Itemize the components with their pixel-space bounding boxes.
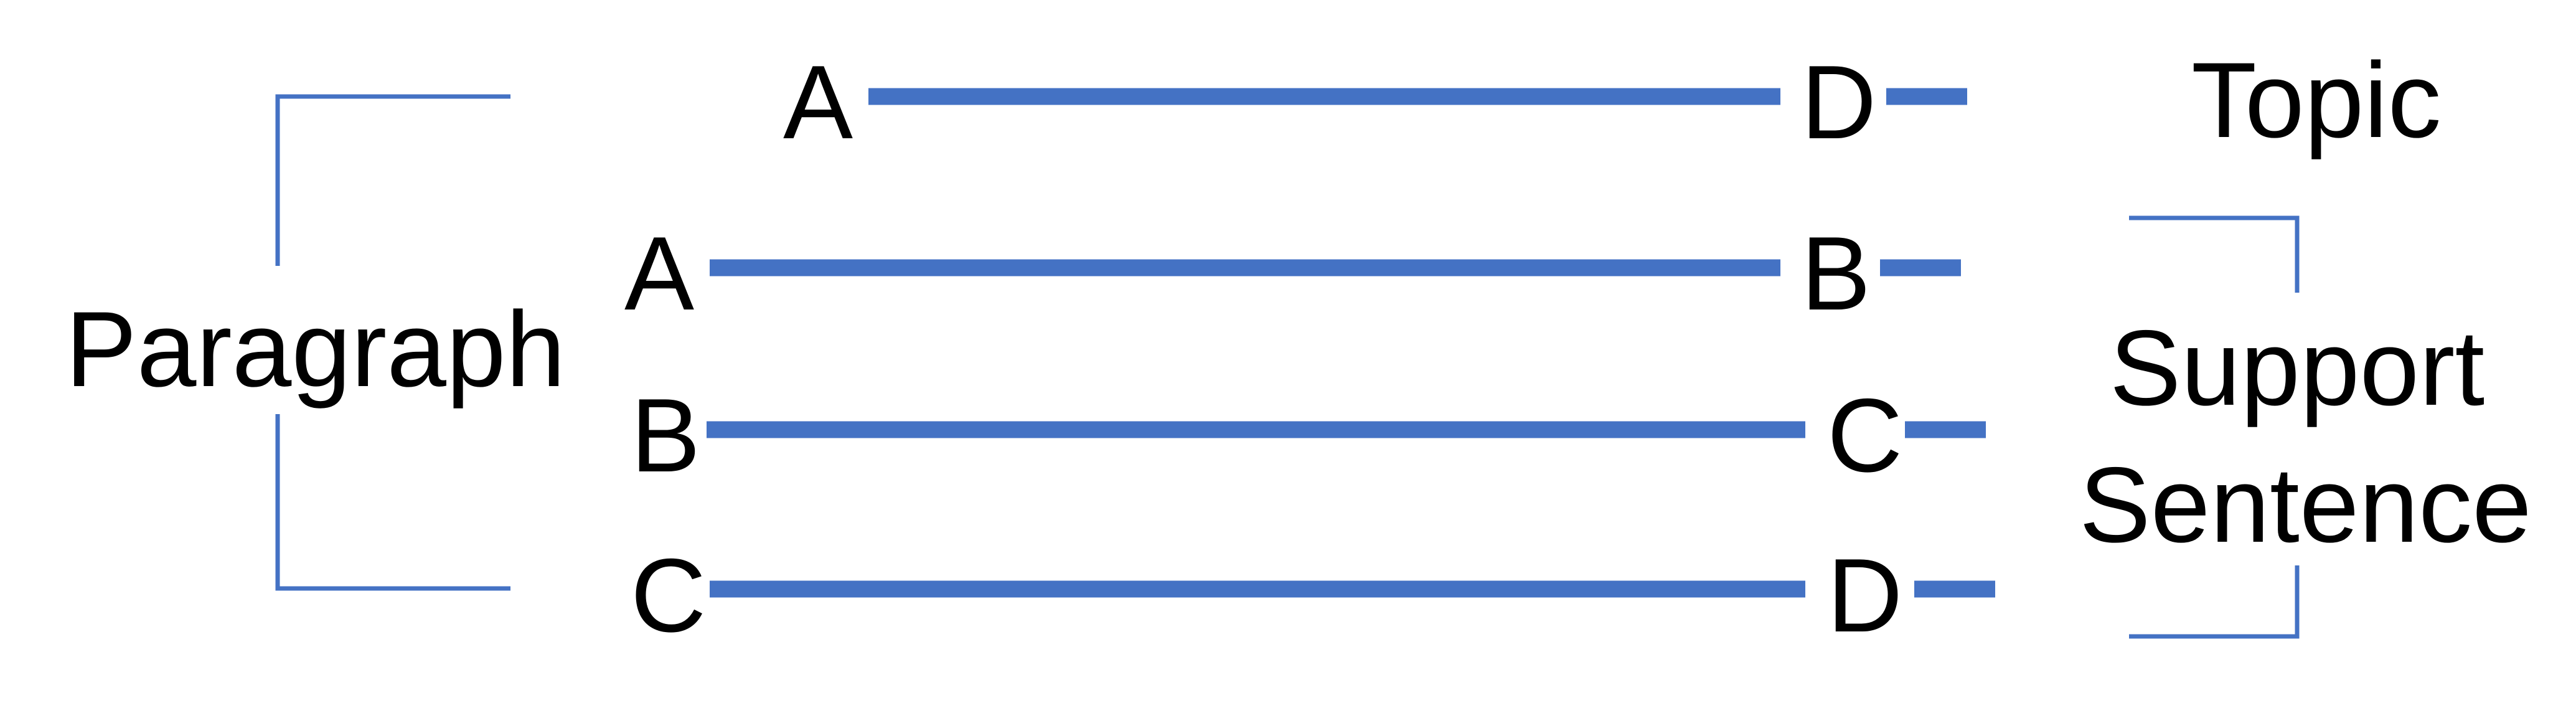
row-3-start-letter: B (631, 377, 701, 494)
support-sentence-label-line-2: Sentence (2079, 445, 2532, 565)
row-1-end-letter: D (1801, 44, 1877, 161)
row-4-start-letter: C (631, 537, 707, 654)
paragraph-label: Paragraph (65, 290, 566, 409)
topic-label: Topic (2191, 40, 2442, 160)
support-bracket-top (2129, 215, 2300, 293)
row-2-end-letter: B (1801, 215, 1871, 332)
support-sentence-label-line-1: Support (2109, 308, 2485, 428)
support-bracket-bottom (2129, 565, 2300, 639)
paragraph-bracket-top (275, 94, 510, 266)
row-2-start-letter: A (624, 215, 695, 332)
row-3-end-letter: C (1827, 377, 1903, 494)
paragraph-bracket-bottom (275, 414, 510, 591)
row-1-start-letter: A (783, 44, 853, 161)
row-4-end-letter: D (1827, 537, 1903, 654)
